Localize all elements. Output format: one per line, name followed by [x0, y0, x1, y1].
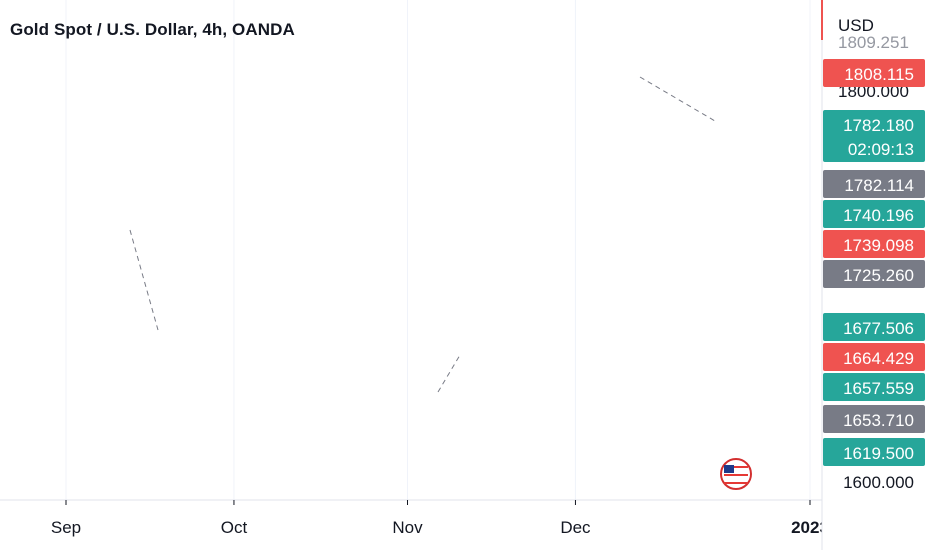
flag-stripe — [724, 466, 748, 468]
price-tag-value: 1677.506 — [843, 319, 914, 338]
price-tag — [823, 59, 925, 87]
countdown-label: 02:09:13 — [848, 140, 914, 159]
price-tag — [823, 110, 925, 162]
time-tick-label: 2023 — [791, 518, 829, 537]
price-tag-value: 1657.559 — [843, 379, 914, 398]
price-axis: USD1809.2511800.0001808.1151782.18002:09… — [821, 0, 932, 550]
price-tag — [823, 405, 925, 433]
price-tag — [823, 373, 925, 401]
price-label-clipped: 1809.251 — [838, 33, 909, 52]
price-tag — [823, 438, 925, 466]
price-tag-value: 1653.710 — [843, 411, 914, 430]
flag-stripe — [724, 478, 748, 480]
time-tick-label: Oct — [221, 518, 248, 537]
flag-canton — [724, 465, 734, 473]
projection-dash — [437, 354, 461, 393]
flag-stripe — [724, 482, 748, 484]
flag-stripe — [724, 474, 748, 476]
time-tick-label: Sep — [51, 518, 81, 537]
chart-grid — [65, 0, 811, 500]
price-tag — [823, 260, 925, 288]
price-tag — [823, 343, 925, 371]
time-tick-label: Dec — [560, 518, 591, 537]
flag-stripe — [724, 470, 748, 472]
price-tag-value: 1739.098 — [843, 236, 914, 255]
time-tick-label: Nov — [392, 518, 423, 537]
price-tag-value: 1808.115 — [844, 65, 914, 84]
price-tag-value: 1782.180 — [843, 116, 914, 135]
chart-title: Gold Spot / U.S. Dollar, 4h, OANDA — [10, 20, 295, 39]
projection-dash — [639, 76, 716, 122]
us-flag-icon — [720, 458, 752, 490]
price-tag-value: 1740.196 — [843, 206, 914, 225]
currency-label: USD — [838, 16, 874, 35]
price-tag — [823, 170, 925, 198]
price-tag-value: 1619.500 — [843, 444, 914, 463]
price-tag-value: 1782.114 — [844, 176, 914, 195]
trendlines — [129, 76, 752, 490]
price-tag-value: 1725.260 — [843, 266, 914, 285]
projection-dash — [129, 229, 159, 331]
price-tag — [823, 313, 925, 341]
price-label: 1600.000 — [843, 473, 914, 492]
price-tag-value: 1664.429 — [843, 349, 914, 368]
price-tag — [823, 200, 925, 228]
price-tag — [823, 230, 925, 258]
time-axis: Sep Oct Nov Dec 2023 — [0, 499, 829, 537]
